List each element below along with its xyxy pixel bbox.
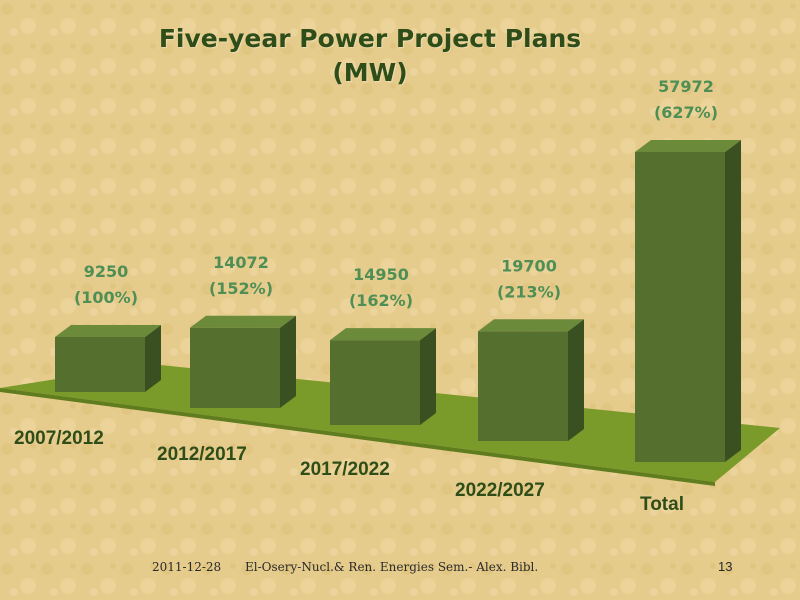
footer-date: 2011-12-28: [152, 560, 222, 574]
bar-front: [330, 340, 420, 425]
bar-front: [635, 152, 725, 462]
bar-top: [190, 315, 296, 328]
bar-value-label: 14072: [213, 253, 269, 272]
chart-bars: [55, 140, 741, 462]
bar-side: [725, 140, 741, 462]
bar-percent-label: (152%): [209, 279, 273, 298]
title-line-2: (MW): [332, 58, 408, 87]
bar-top: [330, 328, 436, 341]
bar-front: [190, 327, 280, 408]
bar-side: [145, 325, 161, 392]
bar-4: [478, 319, 584, 441]
bar-front: [478, 331, 568, 441]
bar-top: [55, 325, 161, 337]
title-line-1: Five-year Power Project Plans: [158, 24, 582, 53]
bar-value-label: 14950: [353, 265, 409, 284]
bar-side: [280, 315, 296, 408]
bar-3: [330, 328, 436, 425]
bar-top: [478, 319, 584, 332]
bar-2: [190, 315, 296, 408]
bar-value-label: 19700: [501, 256, 557, 275]
page-number: 13: [718, 559, 733, 574]
bar-value-label: 9250: [84, 262, 129, 281]
slide-title: Five-year Power Project Plans (MW): [130, 22, 610, 90]
chart-floor-edge: [0, 388, 715, 486]
bar-percent-label: (213%): [497, 282, 561, 301]
category-label: 2017/2022: [300, 459, 390, 480]
bar-5: [635, 140, 741, 462]
bar-value-label: 57972: [658, 77, 714, 96]
bar-percent-label: (100%): [74, 288, 138, 307]
bar-1: [55, 325, 161, 392]
category-label: 2022/2027: [455, 480, 545, 501]
bar-side: [568, 319, 584, 441]
chart-data-labels: 9250 (100%) 14072 (152%) 14950 (162%) 19700 (21…: [74, 77, 718, 310]
category-label: Total: [640, 494, 684, 515]
bar-side: [420, 328, 436, 425]
category-label: 2012/2017: [157, 444, 247, 465]
bar-percent-label: (627%): [654, 103, 718, 122]
bar-front: [55, 337, 145, 392]
bar-top: [635, 140, 741, 152]
category-label: 2007/2012: [14, 428, 104, 449]
footer-credit: El-Osery-Nucl.& Ren. Energies Sem.- Alex…: [245, 560, 539, 574]
bar-percent-label: (162%): [349, 291, 413, 310]
chart-category-labels: 2007/2012 2012/2017 2017/2022 2022/2027 Tota…: [14, 428, 684, 515]
